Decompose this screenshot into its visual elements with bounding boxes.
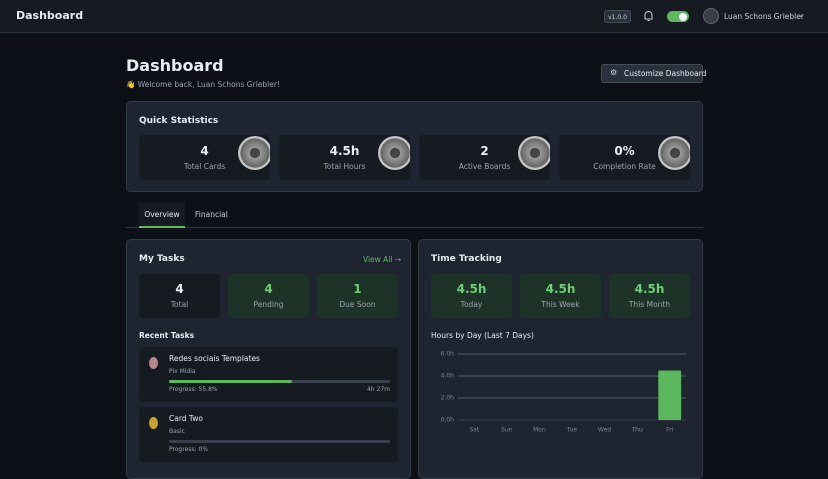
progress-track — [169, 440, 390, 443]
stat-value: 2 — [480, 144, 489, 158]
stat-box: 4.5h This Month — [609, 274, 690, 318]
stat-label: Today — [460, 300, 483, 309]
stat-value: 4.5h — [634, 282, 665, 296]
time-tracking-title: Time Tracking — [431, 254, 502, 264]
stat-card: 2 Active Boards — [419, 135, 550, 180]
progress-label: Progress: 55.8% — [169, 386, 218, 393]
stat-label: Completion Rate — [593, 162, 656, 171]
my-tasks-title: My Tasks — [139, 254, 185, 264]
user-name[interactable]: Luan Schons Griebler — [724, 12, 804, 21]
tab[interactable]: Overview — [139, 203, 185, 228]
y-tick-label: 0.0h — [441, 417, 455, 424]
stat-value: 4.5h — [456, 282, 487, 296]
stat-value: 4 — [175, 282, 184, 296]
y-tick-label: 6.0h — [441, 351, 455, 358]
stat-value: 4.5h — [545, 282, 576, 296]
stat-value: 0% — [614, 144, 635, 158]
stat-card: 0% Completion Rate — [559, 135, 690, 180]
customize-button[interactable]: ⚙ Customize Dashboard — [601, 64, 707, 83]
stat-box: 4 Pending — [228, 274, 309, 318]
stat-label: Total Cards — [183, 162, 226, 171]
customize-label: Customize Dashboard — [624, 69, 707, 78]
x-tick-label: Thu — [631, 427, 643, 434]
stat-box: 4.5h Today — [431, 274, 512, 318]
stat-label: Pending — [253, 300, 284, 309]
stat-value: 4.5h — [329, 144, 360, 158]
customize-icon: ⚙ — [610, 68, 618, 77]
stat-decoration — [238, 136, 270, 170]
chart: 0.0h 2.0h 4.0h 6.0h Sat Sun Mon Tue Wed Thu Fri — [441, 351, 686, 434]
task-icon — [149, 357, 158, 369]
x-tick-label: Mon — [533, 427, 546, 434]
task-board: Pix Midia — [169, 368, 196, 375]
page-title: Dashboard — [126, 56, 224, 75]
stat-label: Active Boards — [458, 162, 511, 171]
time-tracking-panel: Time Tracking Hours by Day (Last 7 Days)… — [418, 239, 703, 479]
stat-label: Total Hours — [323, 162, 366, 171]
theme-toggle[interactable] — [667, 11, 689, 22]
y-tick-label: 2.0h — [441, 395, 455, 402]
my-tasks-panel: My Tasks View All → Recent Tasks 4 Total 4… — [126, 239, 411, 479]
stat-value: 4 — [200, 144, 209, 158]
bell-icon[interactable] — [643, 10, 654, 22]
tabs: Overview Financial — [126, 203, 703, 228]
stat-label: This Month — [628, 300, 671, 309]
stat-decoration — [518, 136, 550, 170]
task-card: Card Two Basic Progress: 0% — [139, 407, 398, 462]
bar — [658, 370, 682, 420]
view-all-link[interactable]: View All → — [363, 255, 402, 264]
stat-box: 4 Total — [139, 274, 220, 318]
stat-label: This Week — [541, 300, 580, 309]
x-tick-label: Wed — [598, 427, 611, 434]
x-tick-label: Fri — [666, 427, 673, 434]
stat-card: 4.5h Total Hours — [279, 135, 410, 180]
recent-tasks-title: Recent Tasks — [139, 331, 195, 340]
quick-stats-title: Quick Statistics — [139, 116, 219, 126]
stat-value: 4 — [264, 282, 273, 296]
y-tick-label: 4.0h — [441, 373, 455, 380]
header: Dashboard v1.0.0 Luan Schons Griebler ⌄ — [0, 0, 828, 33]
stat-box: 4.5h This Week — [520, 274, 601, 318]
avatar[interactable] — [703, 8, 719, 24]
task-name: Redes sociais Templates — [169, 354, 260, 363]
task-icon — [149, 417, 158, 429]
x-tick-label: Sat — [469, 427, 479, 434]
stat-label: Total — [170, 300, 189, 309]
stat-label: Due Soon — [339, 300, 376, 309]
x-tick-label: Sun — [501, 427, 513, 434]
stat-decoration — [658, 136, 690, 170]
progress-track — [169, 380, 390, 383]
welcome-text: 👋 Welcome back, Luan Schons Griebler! — [126, 80, 280, 89]
app-title: Dashboard — [16, 9, 84, 22]
version-badge: v1.0.0 — [604, 10, 631, 23]
progress-bar — [169, 380, 293, 383]
task-time: 4h 27m — [366, 386, 390, 393]
quick-stats-panel: Quick Statistics 4 Total Cards 4.5h Total H… — [126, 101, 703, 192]
task-name: Card Two — [169, 414, 203, 423]
user-chevron[interactable]: ⌄ — [798, 10, 805, 19]
progress-label: Progress: 0% — [169, 446, 209, 453]
stat-card: 4 Total Cards — [139, 135, 270, 180]
task-board: Basic — [169, 428, 185, 435]
stat-decoration — [378, 136, 410, 170]
tab[interactable]: Financial — [195, 210, 228, 219]
chart-title: Hours by Day (Last 7 Days) — [431, 331, 534, 340]
stat-value: 1 — [353, 282, 362, 296]
stat-box: 1 Due Soon — [317, 274, 398, 318]
x-tick-label: Tue — [566, 427, 578, 434]
task-card: Redes sociais Templates Pix Midia Progress… — [139, 347, 398, 402]
